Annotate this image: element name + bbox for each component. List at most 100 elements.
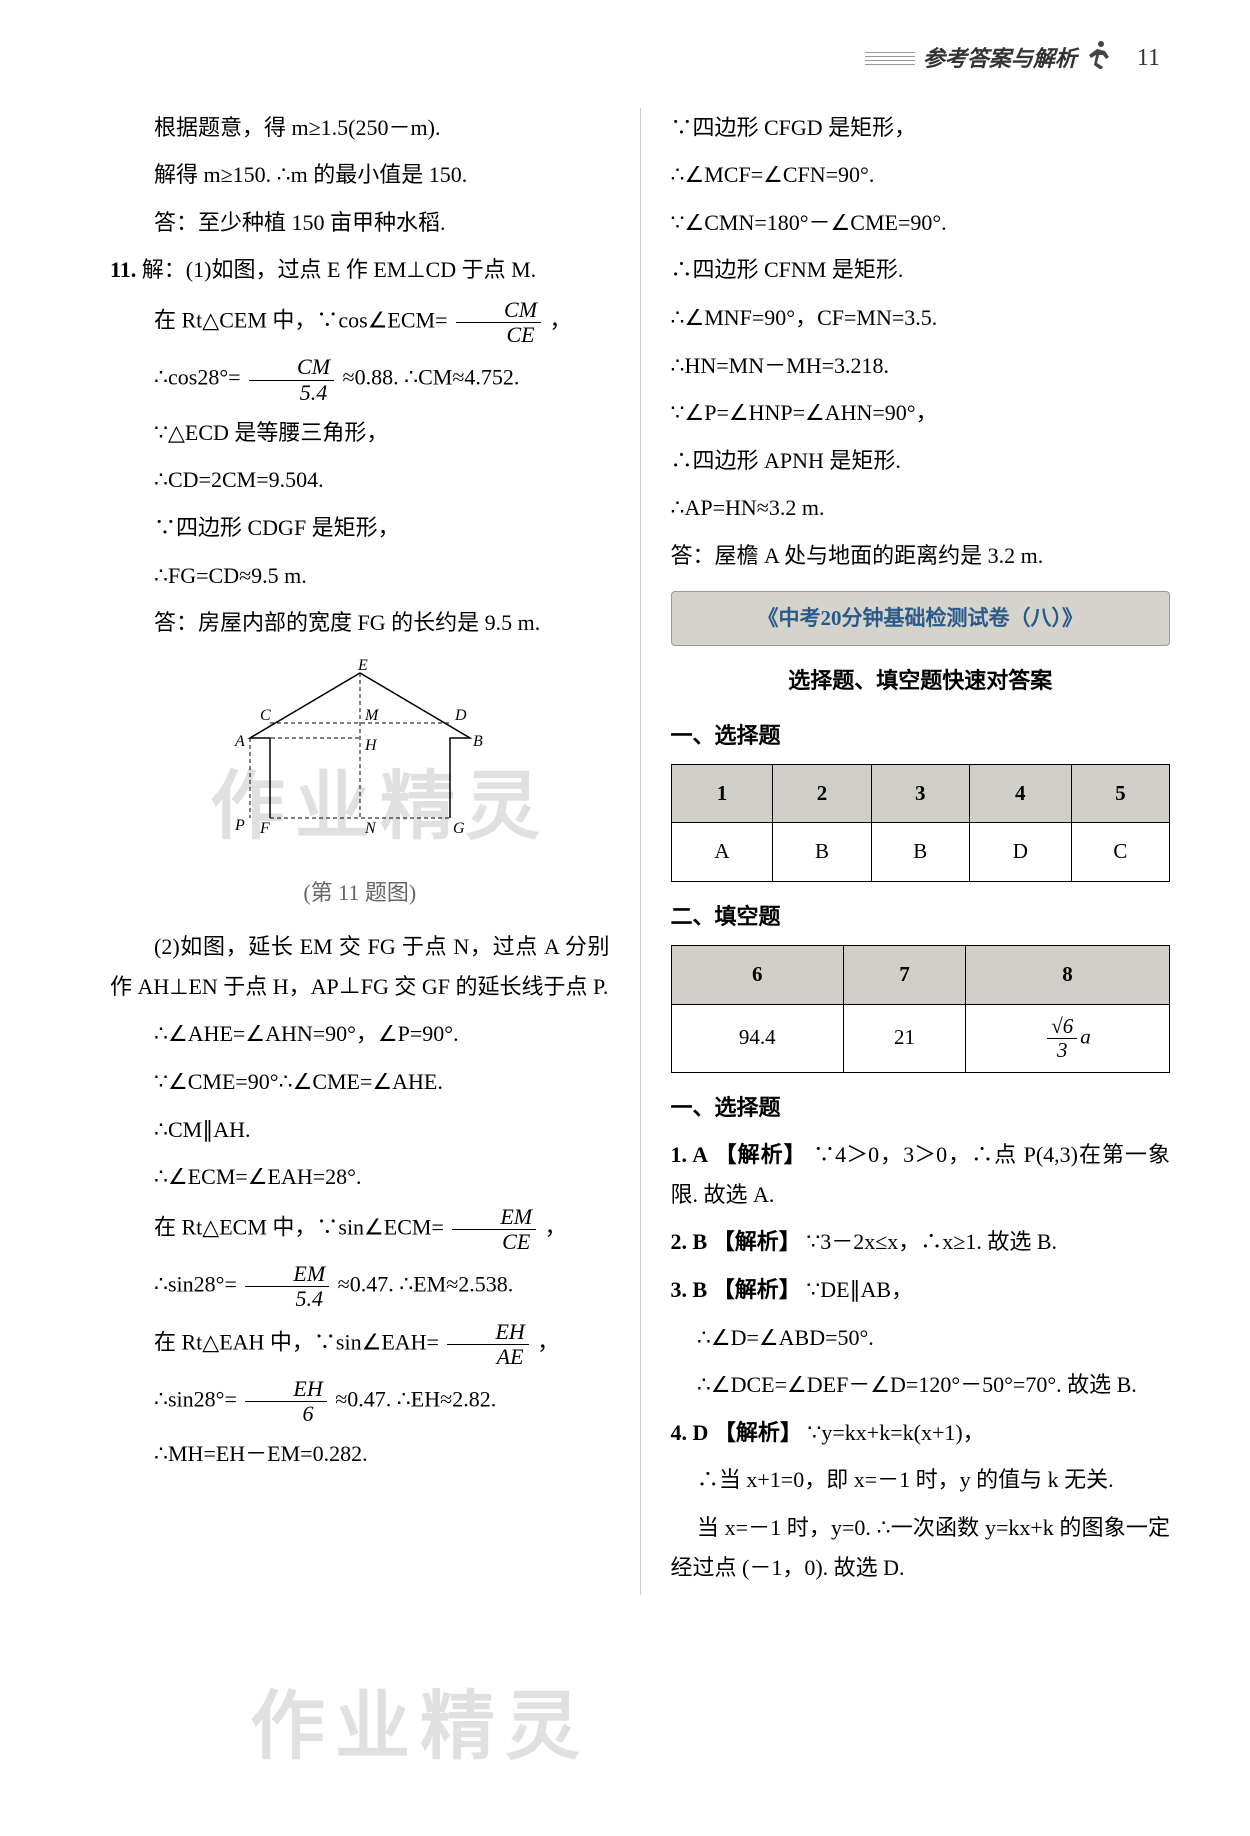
column-divider	[640, 108, 641, 1596]
text-line: 解得 m≥150. ∴m 的最小值是 150.	[110, 155, 610, 195]
answer-table-choice: 1 2 3 4 5 A B B D C	[671, 764, 1171, 883]
answer-item: 4. D 【解析】 ∵y=kx+k=k(x+1)，	[671, 1413, 1171, 1453]
math-line: ∴sin28°= EH 6 ≈0.47. ∴EH≈2.82.	[110, 1377, 610, 1426]
answer-label: 3. B	[671, 1277, 708, 1302]
section-heading: 选择题、填空题快速对答案	[671, 661, 1171, 701]
text-line: ∴MH=EH－EM=0.282.	[110, 1434, 610, 1474]
analysis-text: ∴当 x+1=0，即 x=－1 时，y 的值与 k 无关.	[671, 1460, 1171, 1500]
table-cell: B	[773, 823, 871, 882]
fraction: EM 5.4	[245, 1262, 329, 1311]
page-header: 参考答案与解析 11	[110, 30, 1170, 88]
text: 在 Rt△EAH 中，∵sin∠EAH=	[154, 1329, 439, 1354]
analysis-text: 当 x=－1 时，y=0. ∴一次函数 y=kx+k 的图象一定经过点 (－1，…	[671, 1508, 1171, 1587]
section-subheading: 二、填空题	[671, 897, 1171, 937]
answer-item: 2. B 【解析】 ∵3－2x≤x，∴x≥1. 故选 B.	[671, 1222, 1171, 1262]
fraction: EH AE	[447, 1320, 528, 1369]
analysis-text: ∵DE∥AB，	[806, 1277, 913, 1302]
geometry-diagram: E C M D A H B P F N G	[210, 658, 510, 858]
section-subheading: 一、选择题	[671, 1088, 1171, 1128]
text-line: ∵∠CME=90°∴∠CME=∠AHE.	[110, 1062, 610, 1102]
text: ∴sin28°=	[154, 1272, 237, 1297]
left-column: 根据题意，得 m≥1.5(250－m). 解得 m≥150. ∴m 的最小值是 …	[110, 108, 610, 1596]
svg-text:P: P	[234, 817, 245, 834]
table-cell: 94.4	[671, 1004, 844, 1072]
q11-intro: 11. 解：(1)如图，过点 E 作 EM⊥CD 于点 M.	[110, 250, 610, 290]
table-cell: B	[871, 823, 969, 882]
question-number: 11.	[110, 257, 136, 282]
table-header: 3	[871, 764, 969, 823]
fraction: EM CE	[452, 1205, 536, 1254]
text-line: ∴四边形 APNH 是矩形.	[671, 441, 1171, 481]
table-cell: A	[671, 823, 773, 882]
math-line: 在 Rt△ECM 中，∵sin∠ECM= EM CE ，	[110, 1205, 610, 1254]
watermark: 作业精灵	[250, 1660, 590, 1795]
table-header: 5	[1071, 764, 1169, 823]
svg-text:N: N	[364, 820, 377, 837]
text: 解：(1)如图，过点 E 作 EM⊥CD 于点 M.	[142, 257, 536, 282]
text-line: ∴四边形 CFNM 是矩形.	[671, 250, 1171, 290]
text: ≈0.47. ∴EH≈2.82.	[335, 1387, 496, 1412]
table-header-row: 1 2 3 4 5	[671, 764, 1170, 823]
content-columns: 根据题意，得 m≥1.5(250－m). 解得 m≥150. ∴m 的最小值是 …	[110, 108, 1170, 1596]
text-line: ∴FG=CD≈9.5 m.	[110, 556, 610, 596]
text-line: ∵四边形 CFGD 是矩形，	[671, 108, 1171, 148]
text: ≈0.88. ∴CM≈4.752.	[343, 365, 520, 390]
text-line: 答：至少种植 150 亩甲种水稻.	[110, 203, 610, 243]
answer-label: 1. A	[671, 1142, 709, 1167]
section-subheading: 一、选择题	[671, 716, 1171, 756]
svg-text:M: M	[364, 707, 380, 724]
text-line: 答：屋檐 A 处与地面的距离约是 3.2 m.	[671, 536, 1171, 576]
text-line: ∴∠AHE=∠AHN=90°，∠P=90°.	[110, 1014, 610, 1054]
text-line: ∴CM∥AH.	[110, 1110, 610, 1150]
fraction: CM CE	[456, 298, 541, 347]
analysis-text: ∴∠D=∠ABD=50°.	[671, 1318, 1171, 1358]
fraction: √6 3	[1047, 1015, 1077, 1062]
text-line: 根据题意，得 m≥1.5(250－m).	[110, 108, 610, 148]
page-number: 11	[1137, 37, 1160, 80]
text-line: ∵四边形 CDGF 是矩形，	[110, 508, 610, 548]
svg-text:C: C	[260, 707, 271, 724]
text-line: ∴AP=HN≈3.2 m.	[671, 488, 1171, 528]
svg-text:D: D	[454, 707, 467, 724]
text-line: ∵△ECD 是等腰三角形，	[110, 413, 610, 453]
right-column: ∵四边形 CFGD 是矩形， ∴∠MCF=∠CFN=90°. ∵∠CMN=180…	[671, 108, 1171, 1596]
table-cell: √6 3 a	[966, 1004, 1170, 1072]
text-line: ∴HN=MN－MH=3.218.	[671, 346, 1171, 386]
answer-item: 1. A 【解析】 ∵4＞0，3＞0，∴点 P(4,3)在第一象限. 故选 A.	[671, 1135, 1171, 1214]
table-header: 2	[773, 764, 871, 823]
table-row: A B B D C	[671, 823, 1170, 882]
text: ，	[537, 1329, 559, 1354]
header-title: 参考答案与解析	[923, 39, 1077, 79]
table-header: 8	[966, 945, 1170, 1004]
text: ∴sin28°=	[154, 1387, 237, 1412]
answer-label: 4. D	[671, 1420, 709, 1445]
text-line: ∴∠ECM=∠EAH=28°.	[110, 1157, 610, 1197]
table-row: 94.4 21 √6 3 a	[671, 1004, 1170, 1072]
table-cell: 21	[844, 1004, 966, 1072]
analysis-tag: 【解析】	[713, 1277, 801, 1302]
fraction: CM 5.4	[249, 355, 334, 404]
table-cell: C	[1071, 823, 1169, 882]
text-line: (2)如图，延长 EM 交 FG 于点 N，过点 A 分别作 AH⊥EN 于点 …	[110, 927, 610, 1006]
svg-text:A: A	[234, 733, 245, 750]
table-cell: D	[969, 823, 1071, 882]
answer-table-fill: 6 7 8 94.4 21 √6 3 a	[671, 945, 1171, 1073]
text: 在 Rt△ECM 中，∵sin∠ECM=	[154, 1215, 444, 1240]
text: ，	[550, 308, 572, 333]
svg-text:H: H	[364, 737, 378, 754]
header-decoration	[865, 49, 915, 68]
section-banner: 《中考20分钟基础检测试卷（八）》	[671, 591, 1171, 647]
analysis-text: ∴∠DCE=∠DEF－∠D=120°－50°=70°. 故选 B.	[671, 1365, 1171, 1405]
analysis-text: ∵y=kx+k=k(x+1)，	[807, 1420, 984, 1445]
diagram-caption: (第 11 题图)	[110, 873, 610, 913]
text-line: ∴∠MCF=∠CFN=90°.	[671, 155, 1171, 195]
table-header: 7	[844, 945, 966, 1004]
text-line: 答：房屋内部的宽度 FG 的长约是 9.5 m.	[110, 603, 610, 643]
svg-text:E: E	[357, 658, 368, 674]
analysis-text: ∵3－2x≤x，∴x≥1. 故选 B.	[806, 1229, 1057, 1254]
text: ≈0.47. ∴EM≈2.538.	[338, 1272, 514, 1297]
fraction: EH 6	[245, 1377, 326, 1426]
math-line: 在 Rt△EAH 中，∵sin∠EAH= EH AE ，	[110, 1320, 610, 1369]
math-line: 在 Rt△CEM 中，∵cos∠ECM= CM CE ，	[110, 298, 610, 347]
analysis-tag: 【解析】	[714, 1420, 802, 1445]
